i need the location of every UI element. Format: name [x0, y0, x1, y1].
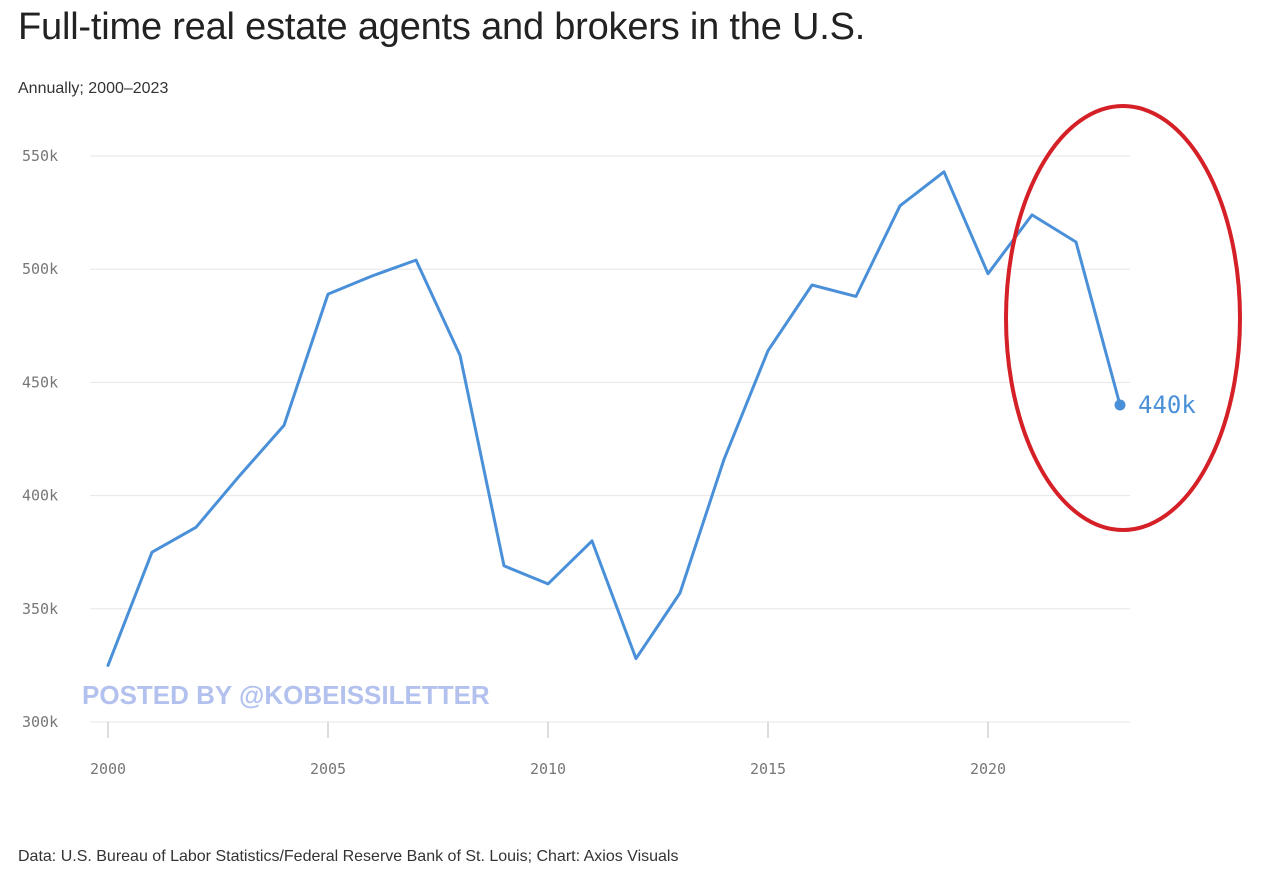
x-tick-label: 2000 [90, 760, 126, 778]
watermark-text: POSTED BY @KOBEISSILETTER [82, 680, 490, 710]
data-points [1114, 399, 1126, 411]
y-tick-label: 400k [22, 487, 58, 505]
y-tick-label: 300k [22, 713, 58, 731]
chart-subtitle: Annually; 2000–2023 [18, 80, 169, 97]
series-line-agents [106, 170, 1122, 667]
y-axis-ticks: 300k 350k 400k 450k 500k 550k [22, 147, 58, 731]
annotation-circle [1004, 104, 1242, 532]
x-axis-ticks: 2000 2005 2010 2015 2020 [90, 722, 1006, 778]
end-point [1114, 399, 1126, 411]
y-tick-label: 450k [22, 373, 58, 391]
y-tick-label: 500k [22, 260, 58, 278]
y-tick-label: 550k [22, 147, 58, 165]
x-tick-label: 2010 [530, 760, 566, 778]
x-tick-label: 2005 [310, 760, 346, 778]
x-tick-label: 2020 [970, 760, 1006, 778]
source-note: Data: U.S. Bureau of Labor Statistics/Fe… [18, 848, 679, 865]
y-tick-label: 350k [22, 600, 58, 618]
gridlines [90, 155, 1130, 723]
line-chart: 300k 350k 400k 450k 500k 550k 2000 2005 2010 201… [22, 104, 1242, 778]
x-tick-label: 2015 [750, 760, 786, 778]
end-value-label: 440k [1138, 391, 1196, 419]
chart-title: Full-time real estate agents and brokers… [18, 6, 866, 48]
